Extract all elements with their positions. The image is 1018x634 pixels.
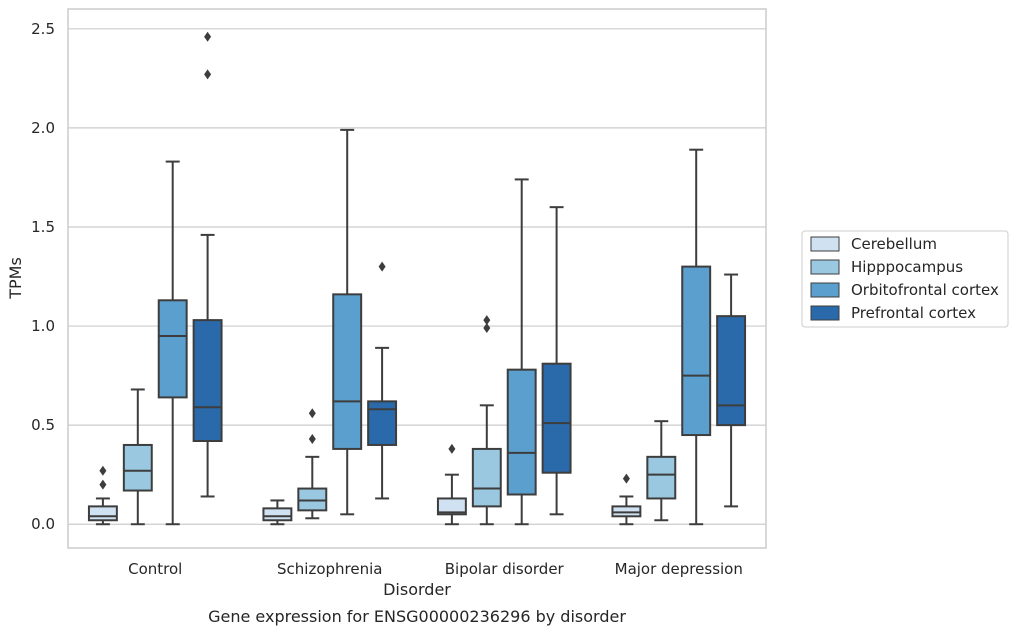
legend-swatch bbox=[810, 282, 840, 298]
box-0-2 bbox=[436, 443, 467, 526]
box-2-3 bbox=[681, 148, 712, 526]
outlier-marker bbox=[448, 443, 456, 454]
box-body bbox=[471, 447, 502, 508]
y-tick-label: 0.0 bbox=[31, 515, 55, 533]
x-tick-label: Schizophrenia bbox=[277, 560, 382, 578]
box-body bbox=[367, 400, 398, 446]
outlier-marker bbox=[204, 31, 212, 42]
box-body bbox=[122, 443, 153, 492]
y-tick-label: 0.5 bbox=[31, 416, 55, 434]
box-3-1 bbox=[367, 261, 398, 500]
legend-label: Hipppocampus bbox=[851, 258, 963, 276]
box-body bbox=[646, 455, 677, 500]
outlier-marker bbox=[99, 479, 107, 490]
legend-swatch bbox=[810, 236, 840, 252]
box-body bbox=[262, 507, 293, 522]
box-3-2 bbox=[541, 206, 572, 516]
box-body bbox=[192, 319, 223, 442]
box-0-1 bbox=[262, 499, 293, 526]
x-axis-label: Disorder bbox=[383, 580, 451, 599]
legend-label: Orbitofrontal cortex bbox=[851, 281, 999, 299]
x-tick-labels: Control Schizophrenia Bipolar disorder Majo… bbox=[128, 560, 743, 578]
plot-frame bbox=[67, 8, 767, 549]
box-body bbox=[541, 362, 572, 474]
box-1-1 bbox=[297, 408, 328, 520]
legend-label: Cerebellum bbox=[851, 235, 937, 253]
box-0-3 bbox=[611, 473, 642, 526]
y-tick-label: 2.0 bbox=[31, 119, 55, 137]
box-body bbox=[506, 368, 537, 496]
box-2-0 bbox=[157, 160, 188, 526]
outlier-marker bbox=[308, 434, 316, 445]
box-1-2 bbox=[471, 315, 502, 526]
outlier-marker bbox=[99, 465, 107, 476]
box-3-0 bbox=[192, 31, 223, 498]
box-2-2 bbox=[506, 178, 537, 526]
y-axis-label: TPMs bbox=[6, 257, 25, 300]
outlier-marker bbox=[204, 69, 212, 80]
box-body bbox=[681, 265, 712, 437]
outlier-marker bbox=[378, 261, 386, 272]
y-tick-label: 2.5 bbox=[31, 20, 55, 38]
legend-frame bbox=[801, 230, 1009, 328]
y-tick-labels: 0.0 0.5 1.0 1.5 2.0 2.5 bbox=[31, 20, 55, 533]
legend-swatch bbox=[810, 305, 840, 321]
outlier-marker bbox=[483, 323, 491, 334]
box-3-3 bbox=[716, 273, 747, 508]
box-body bbox=[87, 505, 118, 522]
box-1-0 bbox=[122, 388, 153, 526]
box-1-3 bbox=[646, 420, 677, 522]
y-tick-label: 1.0 bbox=[31, 317, 55, 335]
box-body bbox=[436, 497, 467, 516]
x-tick-label: Bipolar disorder bbox=[445, 560, 565, 578]
outlier-marker bbox=[483, 315, 491, 326]
outlier-marker bbox=[622, 473, 630, 484]
y-tick-label: 1.5 bbox=[31, 218, 55, 236]
x-tick-label: Major depression bbox=[615, 560, 743, 578]
legend-label: Prefrontal cortex bbox=[851, 304, 976, 322]
box-groups bbox=[87, 31, 747, 526]
box-body bbox=[332, 293, 363, 450]
box-2-1 bbox=[332, 128, 363, 516]
legend: Cerebellum Hipppocampus Orbitofrontal cort… bbox=[801, 230, 1009, 328]
x-tick-label: Control bbox=[128, 560, 182, 578]
box-0-0 bbox=[87, 465, 118, 526]
legend-swatch bbox=[810, 259, 840, 275]
outlier-marker bbox=[308, 408, 316, 419]
box-body bbox=[157, 299, 188, 399]
chart-caption: Gene expression for ENSG00000236296 by d… bbox=[208, 607, 626, 626]
box-body bbox=[716, 315, 747, 427]
